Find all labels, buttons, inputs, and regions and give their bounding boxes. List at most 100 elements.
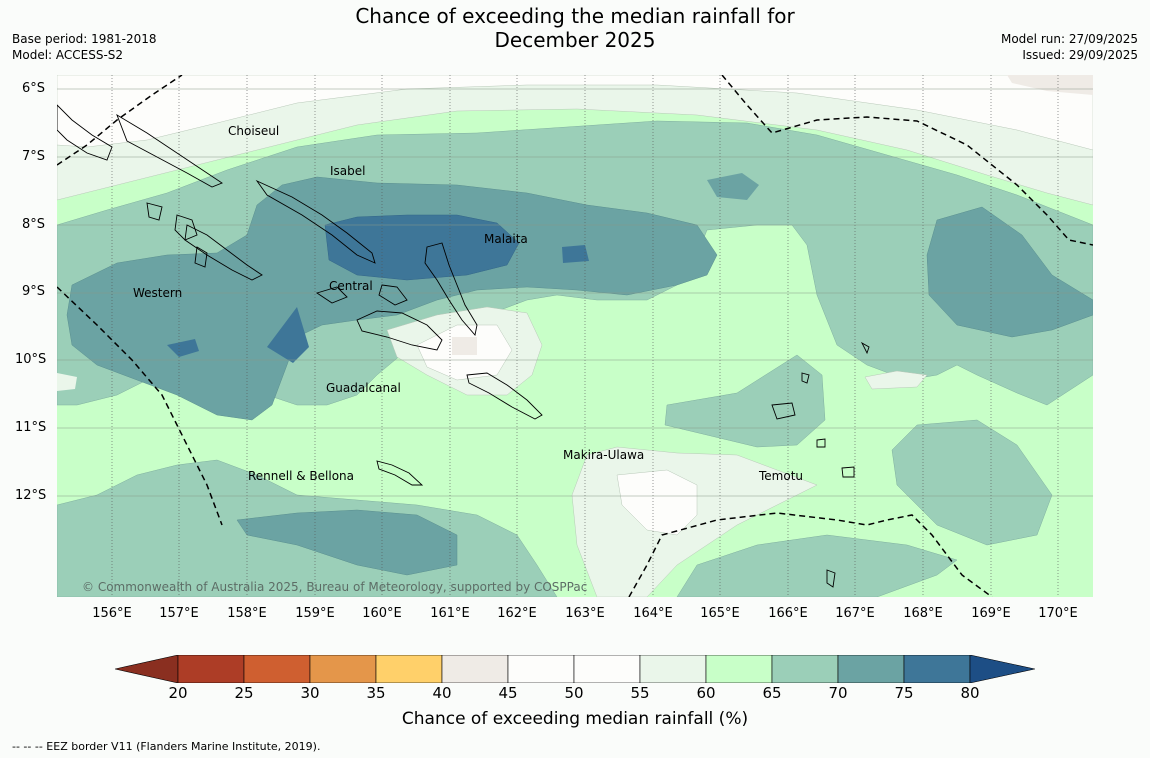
map-canvas bbox=[57, 75, 1093, 597]
run-info: Model run: 27/09/2025 Issued: 29/09/2025 bbox=[1001, 31, 1138, 63]
contour-50-55-north bbox=[57, 75, 1093, 151]
colorbar-tick-label: 55 bbox=[630, 684, 650, 702]
colorbar-tick-label: 30 bbox=[300, 684, 320, 702]
lon-label-170e: 170°E bbox=[1038, 606, 1078, 621]
region-label-malaita: Malaita bbox=[484, 232, 528, 246]
colorbar-under-arrow bbox=[115, 655, 179, 683]
colorbar-tick-label: 35 bbox=[366, 684, 386, 702]
colorbar-tick-label: 40 bbox=[432, 684, 452, 702]
colorbar-tick-label: 65 bbox=[762, 684, 782, 702]
coastlines bbox=[57, 104, 870, 588]
lon-label-162e: 162°E bbox=[497, 606, 537, 621]
title-line-1: Chance of exceeding the median rainfall … bbox=[355, 4, 795, 28]
contour-70-75-south bbox=[236, 509, 458, 576]
makira-island bbox=[466, 372, 543, 420]
lat-label-9s: 9°S bbox=[22, 284, 46, 299]
colorbar-tick-label: 45 bbox=[498, 684, 518, 702]
contour-70-75-spot bbox=[707, 173, 759, 200]
region-label-guadalcanal: Guadalcanal bbox=[326, 381, 401, 395]
colorbar-segment bbox=[309, 655, 377, 683]
colorbar-segment bbox=[771, 655, 839, 683]
contour-65-70-east bbox=[891, 419, 1053, 546]
eez-border bbox=[57, 75, 1093, 597]
colorbar-tick-label: 25 bbox=[234, 684, 254, 702]
contour-40-45-guadalcanal bbox=[452, 337, 477, 355]
santa-cruz-island bbox=[771, 402, 796, 420]
tikopia-island bbox=[816, 438, 826, 448]
lat-label-10s: 10°S bbox=[15, 352, 47, 367]
region-label-makira-ulawa: Makira-Ulawa bbox=[563, 448, 645, 462]
model-info: Base period: 1981-2018 Model: ACCESS-S2 bbox=[12, 31, 157, 63]
contour-55-60-north bbox=[57, 75, 1093, 206]
colorbar-segment bbox=[375, 655, 443, 683]
region-label-choiseul: Choiseul bbox=[228, 124, 280, 138]
lon-label-156e: 156°E bbox=[92, 606, 132, 621]
contour-70-75-east bbox=[926, 206, 1093, 338]
contour-50-55-south bbox=[616, 469, 698, 536]
colorbar-title: Chance of exceeding median rainfall (%) bbox=[401, 709, 749, 729]
contour-55-60-east bbox=[864, 370, 928, 390]
colorbar-segment bbox=[507, 655, 575, 683]
eez-border-note: -- -- -- EEZ border V11 (Flanders Marine… bbox=[12, 740, 321, 753]
choiseul-island bbox=[116, 113, 223, 188]
colorbar-segments bbox=[177, 655, 971, 683]
lon-label-169e: 169°E bbox=[971, 606, 1011, 621]
malaita-island bbox=[424, 242, 478, 336]
lon-label-159e: 159°E bbox=[295, 606, 335, 621]
rennell-island bbox=[376, 460, 424, 486]
colorbar-tick-label: 20 bbox=[168, 684, 188, 702]
colorbar-tick-label: 80 bbox=[960, 684, 980, 702]
model-name: Model: ACCESS-S2 bbox=[12, 48, 124, 62]
russell-islands bbox=[378, 284, 408, 306]
longitude-gridlines bbox=[111, 75, 1059, 597]
title-line-2: December 2025 bbox=[494, 28, 656, 52]
colorbar-tick-label: 75 bbox=[894, 684, 914, 702]
region-label-temotu: Temotu bbox=[759, 469, 804, 483]
lat-label-6s: 6°S bbox=[22, 81, 46, 96]
colorbar-segment bbox=[639, 655, 707, 683]
lat-label-11s: 11°S bbox=[15, 420, 47, 435]
contour-75-80-spot2 bbox=[267, 307, 309, 363]
issued-date: Issued: 29/09/2025 bbox=[1022, 48, 1138, 62]
florida-islands bbox=[315, 286, 348, 304]
region-label-rennell-bellona: Rennell & Bellona bbox=[248, 469, 355, 483]
new-georgia-island bbox=[184, 224, 263, 281]
vanikoro-island bbox=[841, 466, 855, 478]
contour-40-45-north bbox=[1007, 75, 1093, 95]
isabel-island bbox=[255, 179, 376, 264]
lat-label-8s: 8°S bbox=[22, 217, 46, 232]
lon-label-157e: 157°E bbox=[159, 606, 199, 621]
contour-75-80-spot3 bbox=[167, 339, 199, 357]
contour-65-70-southeast bbox=[676, 534, 958, 597]
colorbar-over-arrow bbox=[969, 655, 1035, 683]
latitude-gridlines bbox=[57, 88, 1093, 497]
vella-lavella-island bbox=[174, 214, 198, 241]
contour-65-70-temotu bbox=[664, 354, 826, 448]
lon-label-161e: 161°E bbox=[430, 606, 470, 621]
colorbar-segment bbox=[903, 655, 971, 683]
colorbar-segment bbox=[177, 655, 245, 683]
contour-70-75-main bbox=[66, 176, 718, 421]
map-title: Chance of exceeding the median rainfall … bbox=[0, 4, 1150, 52]
bougainville-island bbox=[57, 104, 113, 161]
guadalcanal-island bbox=[356, 310, 443, 351]
model-run-date: Model run: 27/09/2025 bbox=[1000, 32, 1138, 46]
rainfall-map[interactable] bbox=[57, 75, 1093, 597]
lon-label-163e: 163°E bbox=[565, 606, 605, 621]
colorbar-segment bbox=[573, 655, 641, 683]
lat-label-12s: 12°S bbox=[15, 488, 47, 503]
contour-75-80-spot1 bbox=[562, 245, 589, 263]
colorbar-tick-label: 70 bbox=[828, 684, 848, 702]
lon-label-160e: 160°E bbox=[362, 606, 402, 621]
reef-islands bbox=[801, 372, 810, 384]
region-label-western: Western bbox=[133, 286, 183, 300]
colorbar-segment bbox=[837, 655, 905, 683]
base-period: Base period: 1981-2018 bbox=[12, 32, 157, 46]
duff-islands bbox=[860, 341, 870, 355]
lon-label-166e: 166°E bbox=[768, 606, 808, 621]
lon-label-167e: 167°E bbox=[835, 606, 875, 621]
region-label-isabel: Isabel bbox=[330, 164, 366, 178]
lat-label-7s: 7°S bbox=[22, 149, 46, 164]
lon-label-165e: 165°E bbox=[700, 606, 740, 621]
lon-label-158e: 158°E bbox=[227, 606, 267, 621]
